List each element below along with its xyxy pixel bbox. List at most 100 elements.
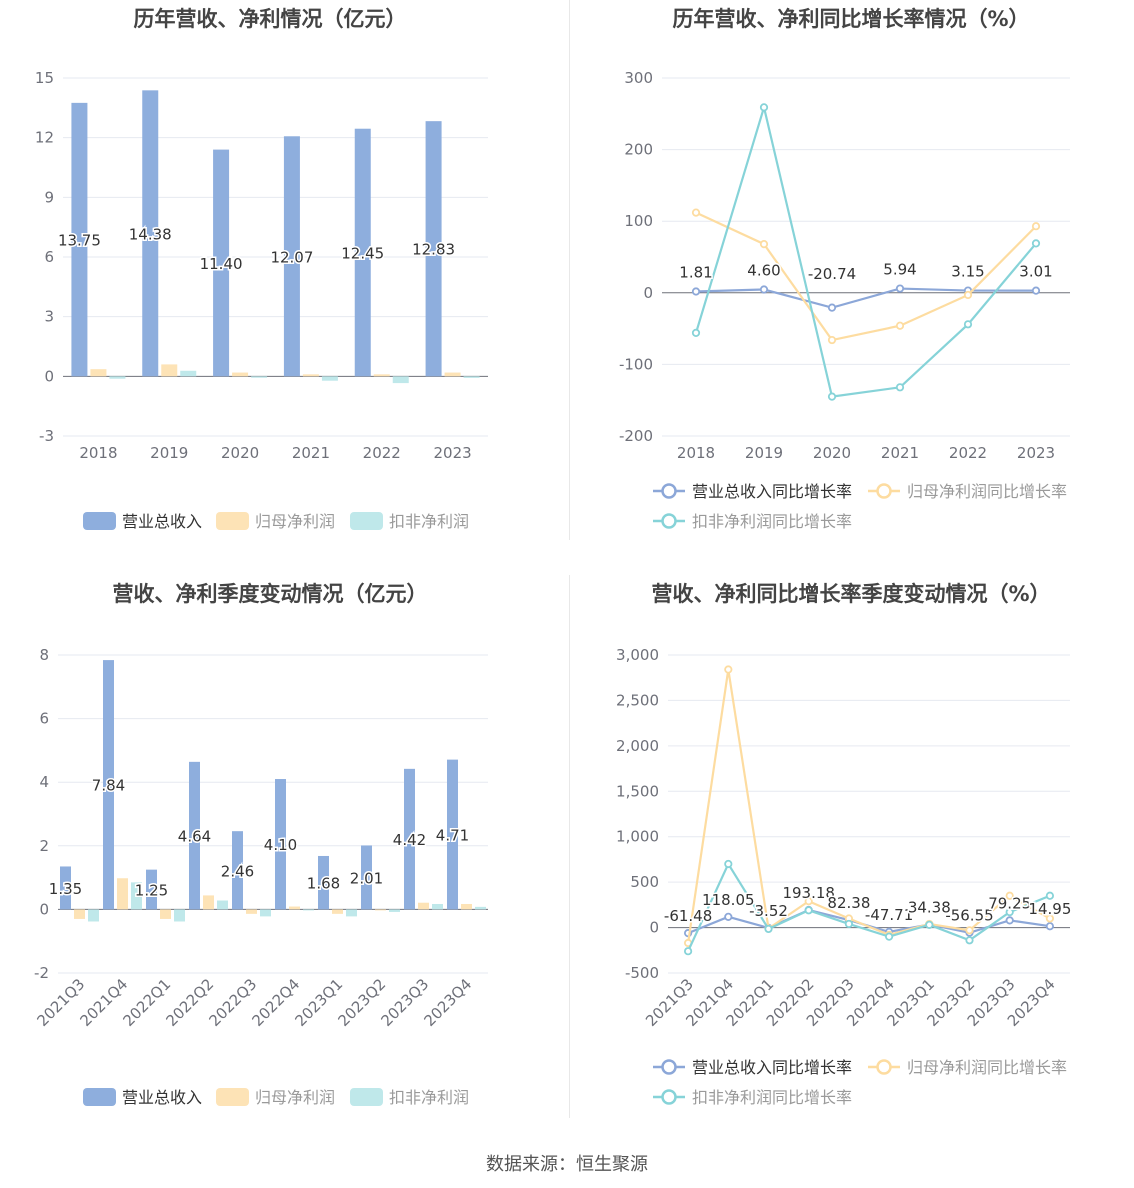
series-point-1 [1005,891,1014,900]
chart-panel-annual-amounts-svg: 历年营收、净利情况（亿元） -3 0 3 6 9 12 15 2018 2019 2020 2021 2… [35,7,488,531]
y-tick-label: 1,500 [616,782,659,800]
data-source-note: 数据来源：恒生聚源 [486,1154,648,1175]
y-tick-label: 300 [624,69,653,87]
bar-deducted-profit [217,900,228,910]
bar-revenue [189,761,200,910]
legend-label: 扣非净利润 [389,1088,469,1107]
y-tick-label: -500 [625,964,659,982]
series-point-1 [963,290,973,300]
legend-swatch [83,1088,116,1106]
x-tick-label: 2020 [813,444,851,462]
series-point-1 [691,208,701,217]
legend-label: 扣非净利润同比增长率 [692,1088,852,1107]
y-tick-label: 3,000 [616,646,659,664]
bar-net-profit [289,906,300,910]
legend-label: 营业总收入 [122,1088,202,1107]
series-point-2 [895,383,905,392]
legend-label: 营业总收入同比增长率 [692,482,852,501]
bar-deducted-profit [251,376,268,378]
bar-net-profit [161,364,178,377]
series-point-2 [691,328,701,337]
y-tick-label: 200 [624,141,653,159]
x-tick-label: 2021 [292,444,330,462]
legend-label: 归母净利润同比增长率 [907,482,1067,501]
line-value-label: 34.38 [908,898,951,916]
line-value-label: 3.15 [951,263,984,281]
bar-deducted-profit [303,909,314,911]
bar-deducted-profit [88,909,99,922]
bar-net-profit [332,909,343,914]
x-tick-label: 2023 [433,444,471,462]
y-tick-label: 500 [630,873,659,891]
x-tick-label: 2019 [150,444,188,462]
bar-net-profit [74,909,85,919]
series-point-2 [804,906,813,915]
line-value-label: 1.81 [679,264,712,282]
chart-title: 营收、净利季度变动情况（亿元） [113,582,428,606]
y-tick-label: -100 [619,355,653,373]
series-line-2 [687,861,1051,952]
chart-title: 历年营收、净利情况（亿元） [134,7,407,31]
series-point-0 [827,303,837,312]
legend-swatch-marker [876,1059,892,1075]
bar-net-profit [117,878,128,910]
panel-divider-top [569,0,570,540]
bar-revenue [232,831,243,910]
chart-panel-annual-amounts: 历年营收、净利情况（亿元） -3 0 3 6 9 12 15 2018 2019 2020 2021 2… [0,0,567,575]
line-value-label: 5.94 [883,261,916,279]
legend-swatch-marker [661,1089,677,1105]
bar-value-label: 2.01 [350,869,383,887]
bar-deducted-profit [392,376,409,384]
series-point-1 [1031,222,1041,231]
bar-value-label: 1.35 [49,880,82,898]
bar-value-label: 13.75 [58,232,101,250]
x-tick-label: 2023Q4 [421,975,476,1030]
y-tick-label: 2,000 [616,737,659,755]
series-point-2 [724,859,733,869]
legend-swatch-marker [661,483,677,499]
series-point-0 [691,287,701,296]
series-line-2 [694,103,1037,398]
series-point-2 [884,932,894,941]
y-tick-label: 0 [39,900,49,918]
y-tick-label: 4 [39,773,49,791]
y-tick-label: 15 [35,69,54,87]
bar-net-profit [444,372,461,377]
bar-deducted-profit [475,906,486,910]
series-point-1 [895,321,905,330]
bar-deducted-profit [432,903,443,910]
bar-value-label: 4.10 [264,836,297,854]
series-point-2 [844,919,854,929]
line-value-label: 193.18 [782,884,835,902]
bar-deducted-profit [321,376,338,381]
chart-title: 营收、净利同比增长率季度变动情况（%） [651,582,1050,606]
bar-deducted-profit [180,370,197,377]
bar-deducted-profit [389,909,400,912]
bar-revenue [318,855,329,910]
x-tick-label: 2019 [745,444,783,462]
bar-deducted-profit [260,909,271,917]
bar-value-label: 4.71 [436,827,469,845]
series-point-0 [1005,916,1014,925]
series-point-0 [724,912,733,921]
series-point-2 [1045,891,1055,900]
line-value-label: -3.52 [749,902,788,920]
bar-revenue [71,102,88,377]
chart-panel-quarterly-growth-svg: 营收、净利同比增长率季度变动情况（%） -500 0 500 1,000 1,500 2,0… [616,582,1073,1107]
bar-value-label: 12.83 [412,241,455,259]
bar-deducted-profit [131,882,142,910]
line-value-label: 3.01 [1019,263,1052,281]
bar-net-profit [232,372,249,377]
x-tick-label: 2020 [221,444,259,462]
series-point-2 [1005,908,1014,917]
y-tick-label: 100 [624,212,653,230]
x-tick-label: 2022 [363,444,401,462]
series-point-2 [683,947,693,956]
y-tick-label: -3 [39,427,54,445]
series-point-0 [759,285,769,294]
series-point-0 [1031,286,1041,295]
series-point-1 [827,335,837,345]
series-point-1 [759,240,769,249]
line-value-label: 79.25 [988,894,1031,912]
series-point-2 [759,103,769,112]
